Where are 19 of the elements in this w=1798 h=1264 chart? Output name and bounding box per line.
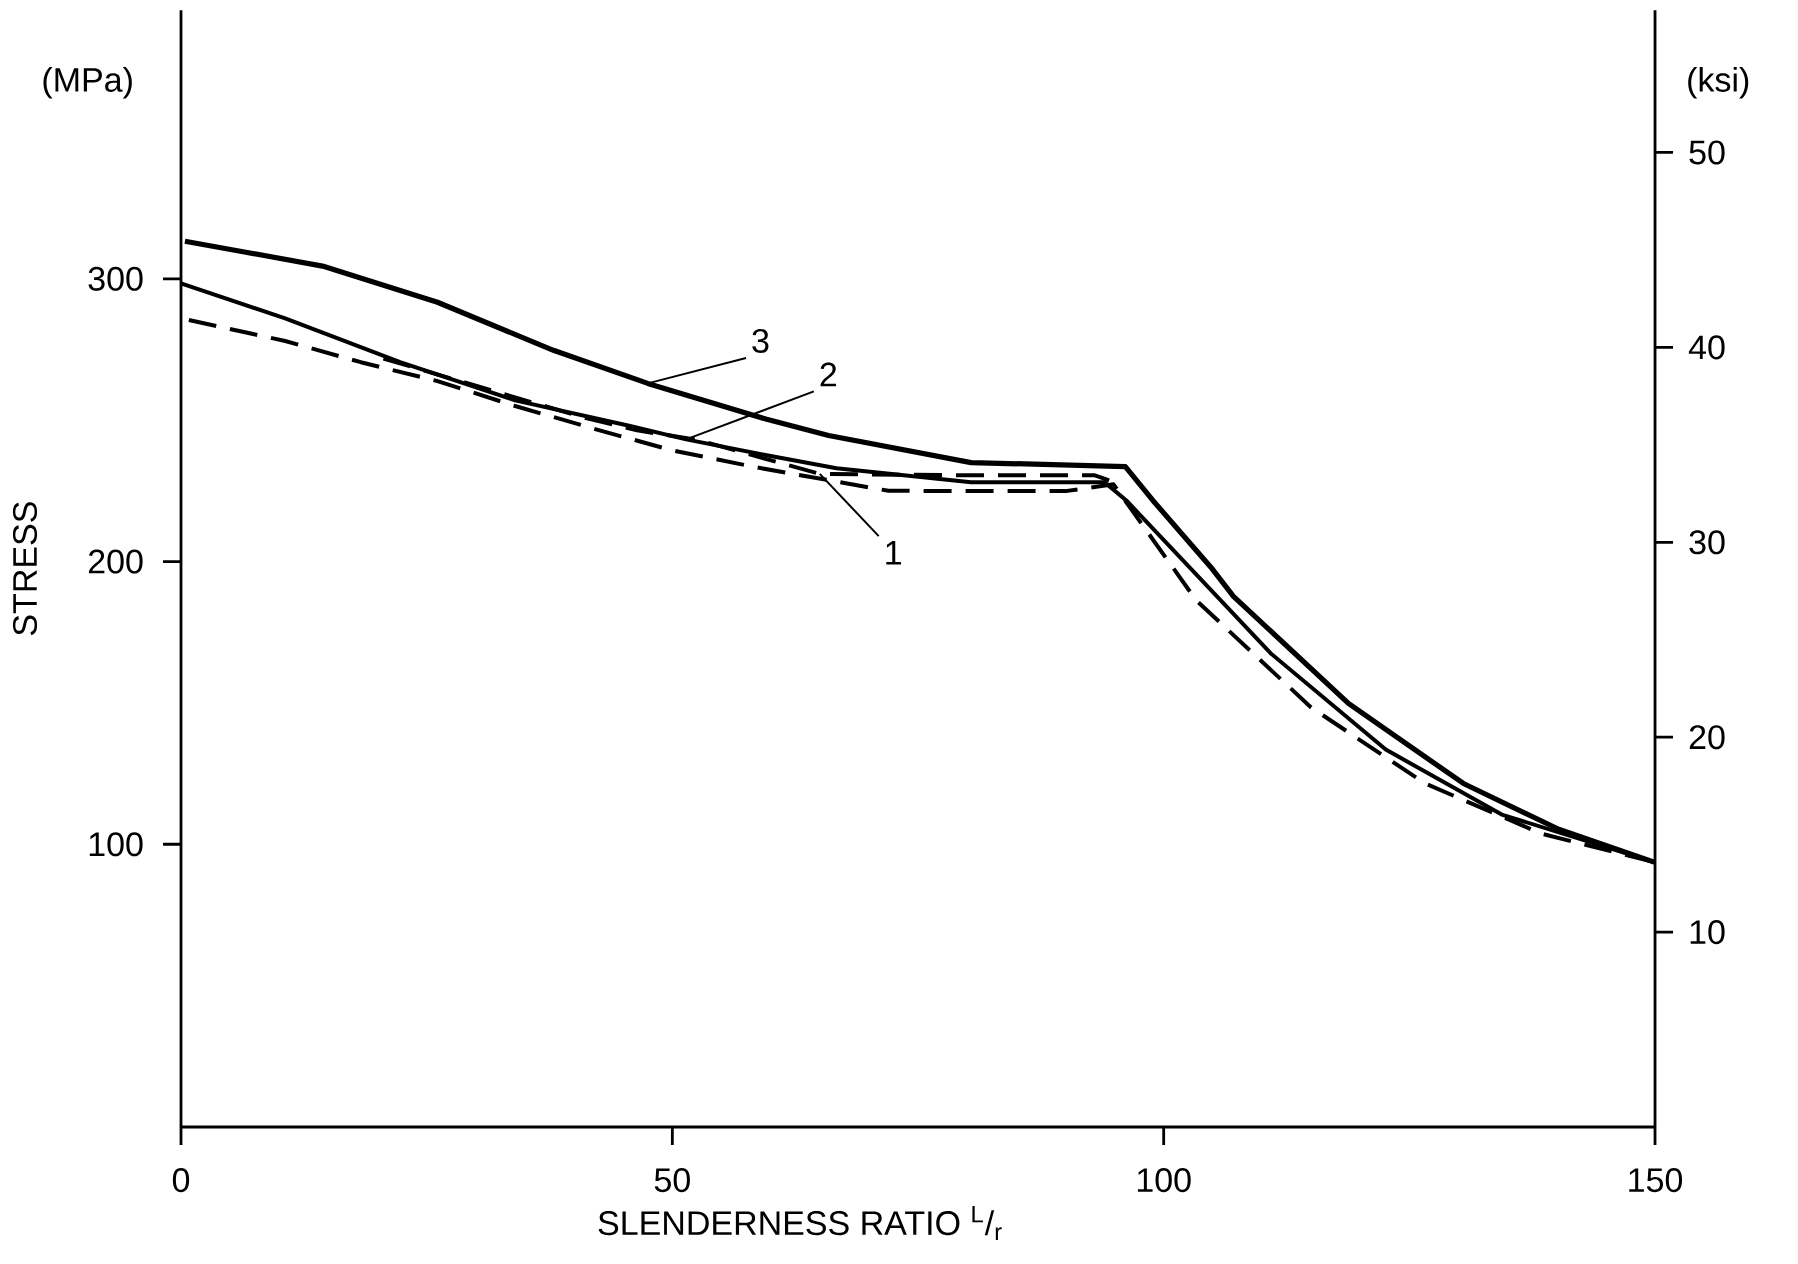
y2-tick-label: 30 — [1689, 530, 1725, 555]
x-tick-label: 50 — [654, 1168, 690, 1193]
x-tick-label: 100 — [1137, 1168, 1191, 1193]
x-tick-label: 150 — [1629, 1168, 1683, 1193]
y-tick-label: 200 — [88, 549, 143, 574]
series-label: 1 — [886, 541, 901, 565]
y-tick-label: 100 — [89, 832, 143, 857]
legend-label: 2 — [820, 362, 837, 387]
y2-tick-label: 40 — [1688, 335, 1725, 360]
x-axis-title: SLENDERNESS RATIO $^{L}$/$_{r}$ — [598, 1205, 1002, 1241]
y-axis-title: STRESS — [12, 502, 38, 636]
y2-tick-label: 10 — [1690, 920, 1725, 945]
y2-tick-label: 50 — [1689, 140, 1725, 165]
y-tick-label: 300 — [88, 266, 143, 291]
y2-tick-label: 20 — [1689, 725, 1725, 750]
x-tick-label: 0 — [172, 1168, 190, 1193]
y2-axis-title: (ksi) — [1688, 66, 1749, 99]
series-label: 3 — [752, 328, 769, 353]
text: (MPa) — [43, 66, 132, 99]
